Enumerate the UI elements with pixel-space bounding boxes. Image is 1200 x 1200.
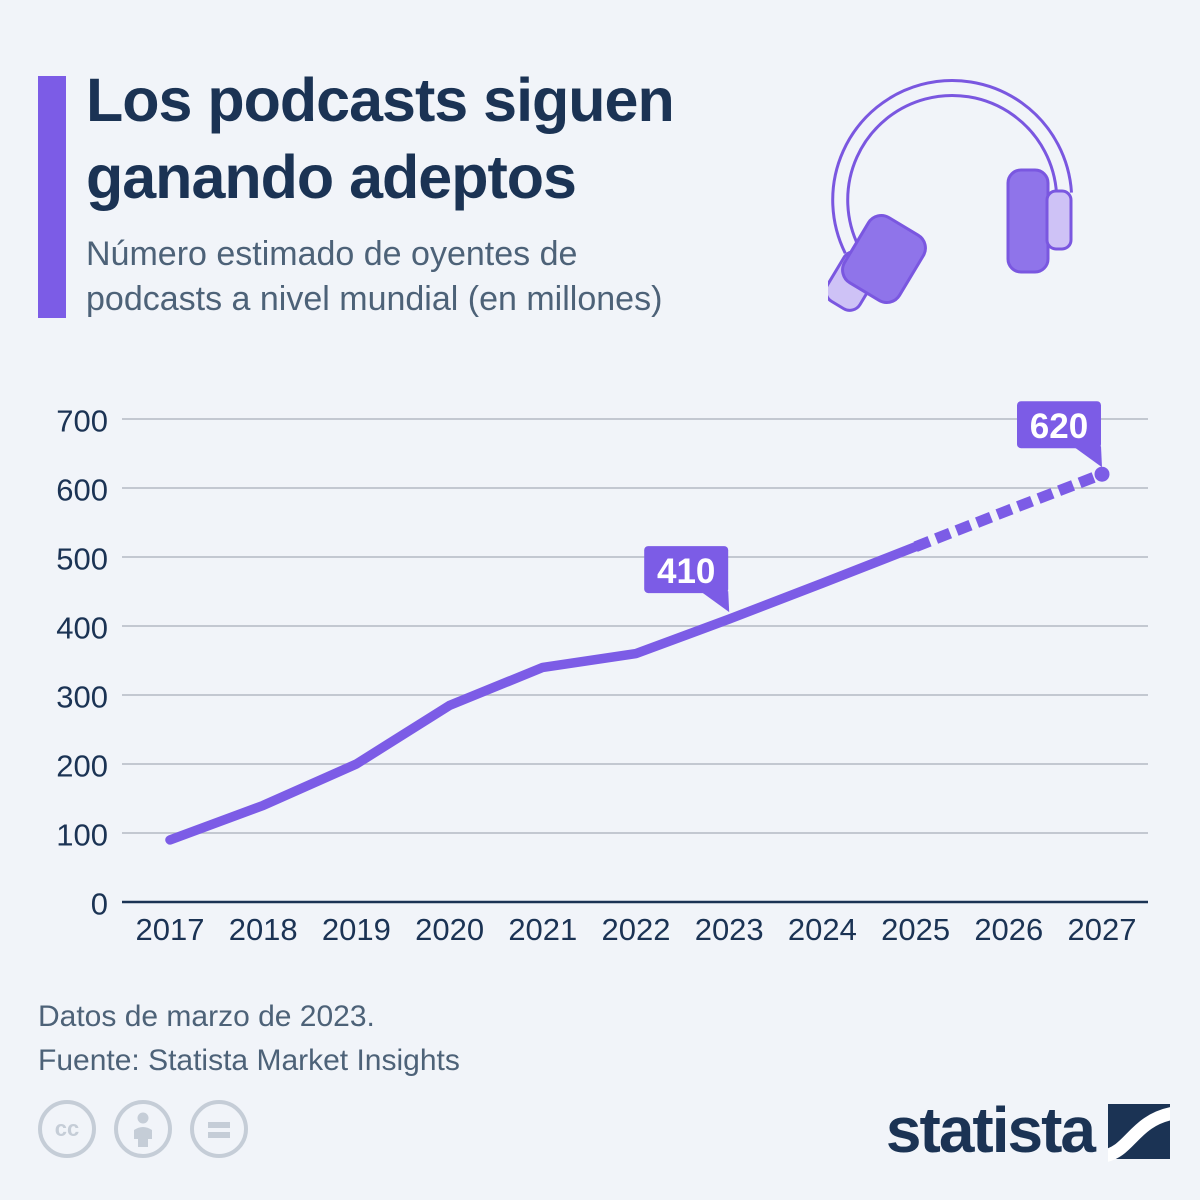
accent-bar (38, 76, 66, 318)
series-line-forecast-dashed (913, 469, 1104, 552)
x-tick-label: 2017 (136, 912, 205, 947)
footer-note: Datos de marzo de 2023. (38, 1000, 375, 1033)
y-tick-label: 600 (56, 473, 108, 508)
svg-text:cc: cc (55, 1116, 79, 1141)
statista-logo-mark (1108, 1104, 1170, 1162)
headphones-right-cup (1006, 168, 1050, 274)
cc-license[interactable]: cc (38, 1100, 248, 1158)
callout-410: 410 (644, 546, 730, 613)
statista-logo[interactable]: statista (886, 1098, 1170, 1168)
chart: 0 100 200 300 400 500 600 700 2017 2018 2019 2020 20… (56, 401, 1148, 947)
headphones-right-cushion (1045, 189, 1073, 251)
footer-note-block: Datos de marzo de 2023. Fuente: Statista… (38, 995, 460, 1082)
chart-subtitle-line2: podcasts a nivel mundial (en millones) (86, 279, 663, 318)
x-tick-label: 2018 (229, 912, 298, 947)
x-tick-label: 2022 (602, 912, 671, 947)
callout-bubble (644, 546, 729, 594)
callout-value: 620 (1030, 407, 1088, 446)
x-tick-label: 2025 (881, 912, 950, 947)
footer-source: Fuente: Statista Market Insights (38, 1043, 460, 1077)
page-title-line1: Los podcasts siguen (86, 66, 675, 134)
x-tick-label: 2023 (695, 912, 764, 947)
equals-icon[interactable] (190, 1100, 248, 1158)
callout-620: 620 (1017, 401, 1102, 468)
callout-tail (1073, 446, 1102, 468)
page-title-line2: ganando adeptos (86, 143, 577, 212)
y-tick-label: 400 (56, 611, 108, 646)
chart-subtitle: Número estimado de oyentes de podcasts a… (86, 232, 662, 322)
callout-tail (700, 591, 730, 613)
y-tick-label: 700 (56, 404, 108, 439)
headphones-band-fill (834, 82, 1070, 253)
y-tick-label: 100 (56, 818, 108, 853)
cc-icon[interactable]: cc (38, 1100, 96, 1158)
y-tick-label: 0 (91, 887, 108, 922)
x-tick-label: 2019 (322, 912, 391, 947)
callout-value: 410 (657, 552, 715, 591)
attribution-person-icon[interactable] (114, 1100, 172, 1158)
x-tick-label: 2027 (1068, 912, 1137, 947)
page-title: Los podcasts siguen ganando adeptos (86, 62, 675, 217)
series-line-solid (165, 541, 921, 845)
y-tick-label: 500 (56, 542, 108, 577)
x-tick-label: 2024 (788, 912, 857, 947)
y-tick-label: 300 (56, 680, 108, 715)
statista-logo-text: statista (885, 1094, 1096, 1166)
callout-bubble (1017, 401, 1101, 449)
chart-subtitle-line1: Número estimado de oyentes de (86, 235, 578, 273)
headphones-left-cup (841, 214, 927, 304)
series-end-dot (1094, 466, 1110, 482)
x-tick-label: 2021 (508, 912, 577, 947)
x-tick-label: 2020 (415, 912, 484, 947)
headphones-icon (828, 79, 1073, 312)
y-tick-label: 200 (56, 749, 108, 784)
x-tick-label: 2026 (974, 912, 1043, 947)
